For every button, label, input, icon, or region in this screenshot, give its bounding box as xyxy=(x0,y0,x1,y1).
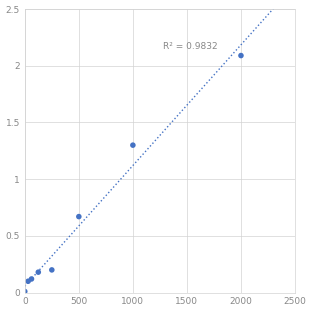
Point xyxy=(49,267,54,272)
Point xyxy=(22,289,27,294)
Point xyxy=(29,276,34,281)
Point xyxy=(130,143,135,148)
Point xyxy=(26,279,31,284)
Point xyxy=(36,270,41,275)
Text: R² = 0.9832: R² = 0.9832 xyxy=(163,42,218,51)
Point xyxy=(238,53,243,58)
Point xyxy=(76,214,81,219)
